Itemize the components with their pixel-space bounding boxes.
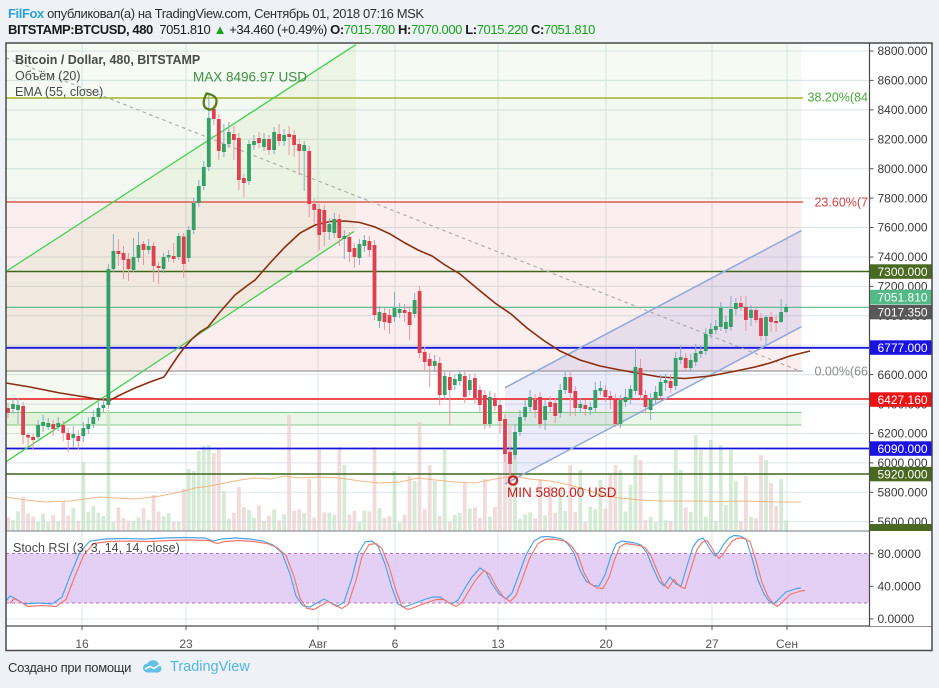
svg-text:7800.000: 7800.000 bbox=[878, 191, 928, 205]
svg-text:8600.000: 8600.000 bbox=[878, 74, 928, 88]
svg-text:7400.000: 7400.000 bbox=[878, 250, 928, 264]
svg-text:7051.810: 7051.810 bbox=[878, 290, 928, 304]
svg-text:16: 16 bbox=[75, 637, 89, 651]
svg-text:6200.000: 6200.000 bbox=[878, 427, 928, 441]
svg-text:0.0000: 0.0000 bbox=[878, 612, 915, 626]
svg-text:20: 20 bbox=[599, 637, 613, 651]
svg-text:Авг: Авг bbox=[309, 637, 328, 651]
svg-text:6000.000: 6000.000 bbox=[878, 456, 928, 470]
svg-text:MIN 5880.00 USD: MIN 5880.00 USD bbox=[507, 485, 617, 500]
svg-text:7300.000: 7300.000 bbox=[878, 265, 928, 279]
svg-text:8800.000: 8800.000 bbox=[878, 44, 928, 58]
svg-text:23.60%(7: 23.60%(7 bbox=[814, 196, 868, 210]
svg-text:Stoch RSI (3, 3, 14, 14, close: Stoch RSI (3, 3, 14, 14, close) bbox=[13, 541, 180, 555]
svg-text:23: 23 bbox=[179, 637, 193, 651]
svg-text:6777.000: 6777.000 bbox=[878, 341, 928, 355]
svg-text:27: 27 bbox=[705, 637, 719, 651]
svg-text:7600.000: 7600.000 bbox=[878, 221, 928, 235]
svg-text:38.20%(84: 38.20%(84 bbox=[808, 91, 869, 105]
svg-text:40.0000: 40.0000 bbox=[878, 580, 922, 594]
svg-text:EMA (55, close): EMA (55, close) bbox=[15, 85, 103, 99]
svg-text:80.0000: 80.0000 bbox=[878, 547, 922, 561]
svg-text:8200.000: 8200.000 bbox=[878, 133, 928, 147]
svg-text:6090.000: 6090.000 bbox=[878, 442, 928, 456]
svg-text:13: 13 bbox=[491, 637, 505, 651]
svg-text:7017.350: 7017.350 bbox=[878, 305, 928, 319]
svg-text:5800.000: 5800.000 bbox=[878, 486, 928, 500]
svg-text:6600.000: 6600.000 bbox=[878, 368, 928, 382]
svg-text:Сен: Сен bbox=[776, 637, 798, 651]
svg-text:6: 6 bbox=[392, 637, 399, 651]
svg-text:MAX 8496.97 USD: MAX 8496.97 USD bbox=[193, 70, 307, 85]
svg-text:8400.000: 8400.000 bbox=[878, 103, 928, 117]
svg-text:0.00%(66: 0.00%(66 bbox=[814, 365, 868, 379]
svg-text:8000.000: 8000.000 bbox=[878, 162, 928, 176]
svg-text:6427.160: 6427.160 bbox=[878, 393, 928, 407]
svg-text:Bitcoin / Dollar, 480, BITSTAM: Bitcoin / Dollar, 480, BITSTAMP bbox=[15, 53, 200, 67]
svg-text:Объём (20): Объём (20) bbox=[15, 69, 81, 83]
svg-text:5920.000: 5920.000 bbox=[878, 467, 928, 481]
